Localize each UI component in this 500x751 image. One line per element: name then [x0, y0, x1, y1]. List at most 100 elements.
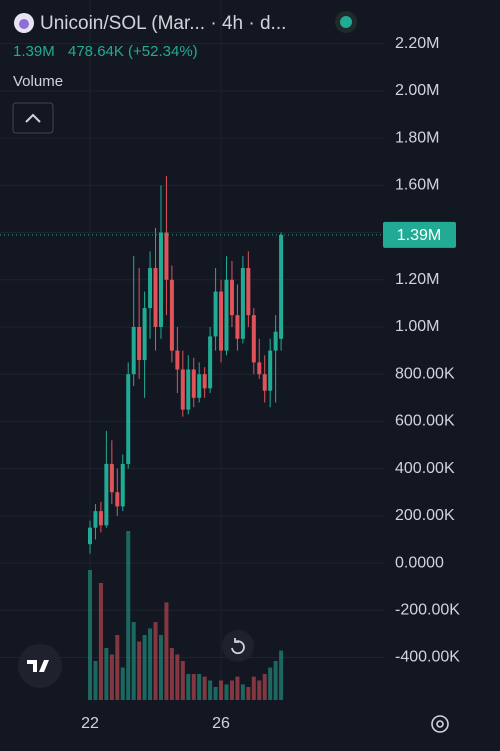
- candle-body: [273, 331, 278, 351]
- y-tick-label: 2.20M: [395, 35, 439, 52]
- volume-bar: [109, 654, 114, 700]
- x-tick-label: 22: [81, 715, 99, 732]
- candle-body: [202, 374, 207, 389]
- volume-bar: [175, 654, 180, 700]
- volume-bar: [180, 661, 185, 700]
- volume-bar: [142, 635, 147, 700]
- candle-body: [191, 369, 196, 398]
- collapse-button[interactable]: [12, 102, 54, 134]
- candle-body: [219, 291, 224, 351]
- volume-bar: [229, 680, 234, 700]
- y-tick-label: 1.20M: [395, 271, 439, 288]
- volume-bar: [158, 635, 163, 700]
- y-tick-label: 0.0000: [395, 554, 444, 571]
- volume-bar: [257, 680, 262, 700]
- volume-bar: [273, 661, 278, 700]
- volume-bar: [115, 635, 120, 700]
- candle-body: [169, 279, 174, 351]
- candle-body: [126, 374, 131, 464]
- volume-bar: [153, 622, 158, 700]
- y-tick-label: 1.80M: [395, 129, 439, 146]
- candle-body: [229, 279, 234, 316]
- volume-bar: [98, 583, 103, 700]
- y-tick-label: 200.00K: [395, 507, 455, 524]
- settings-button[interactable]: [431, 715, 449, 733]
- volume-bar: [224, 684, 229, 700]
- volume-bar: [169, 648, 174, 700]
- status-dot: [340, 16, 352, 28]
- change: 478.64K (+52.34%): [68, 43, 198, 60]
- volume-label: Volume: [13, 73, 63, 90]
- candle-body: [235, 315, 240, 339]
- y-tick-label: 1.60M: [395, 177, 439, 194]
- logo-mark: [27, 660, 49, 672]
- plot: 2.20M2.00M1.80M1.60M1.40M1.20M1.00M800.0…: [0, 0, 460, 732]
- coin-icon-inner: [19, 19, 29, 29]
- candle-body: [148, 267, 153, 309]
- volume-bar: [197, 674, 202, 700]
- candle-body: [262, 374, 267, 391]
- candle-body: [158, 232, 163, 327]
- y-tick-label: 600.00K: [395, 413, 455, 430]
- candle-body: [268, 350, 273, 391]
- volume-bar: [208, 680, 213, 700]
- volume-bar: [240, 684, 245, 700]
- volume-bar: [251, 676, 256, 700]
- y-tick-label: -200.00K: [395, 602, 460, 619]
- candle-body: [120, 463, 125, 507]
- volume-bar: [186, 674, 191, 700]
- candle-body: [208, 336, 213, 389]
- volume-bar: [131, 622, 136, 700]
- candle-body: [115, 492, 120, 507]
- volume-bar: [191, 674, 196, 700]
- last-price-label: 1.39M: [397, 227, 441, 244]
- candle-body: [164, 232, 169, 280]
- volume-bar: [279, 650, 284, 700]
- volume-bar: [120, 667, 125, 700]
- volume-bar: [164, 602, 169, 700]
- candle-body: [240, 267, 245, 339]
- candle-body: [279, 234, 284, 339]
- volume-bar: [126, 531, 131, 700]
- volume-bar: [246, 687, 251, 700]
- volume-bar: [219, 680, 224, 700]
- candle-body: [109, 463, 114, 493]
- volume-bar: [202, 676, 207, 700]
- candle-body: [153, 267, 158, 327]
- candle-body: [175, 350, 180, 370]
- candle-body: [98, 511, 103, 526]
- y-tick-label: -400.00K: [395, 649, 460, 666]
- volume-bar: [148, 628, 153, 700]
- logo: [18, 644, 62, 688]
- x-tick-label: 26: [212, 715, 230, 732]
- candle-body: [104, 463, 109, 526]
- reset-button[interactable]: [222, 630, 254, 662]
- candle-body: [131, 326, 136, 375]
- volume-bar: [213, 687, 218, 700]
- volume-bar: [268, 667, 273, 700]
- candle-body: [137, 326, 142, 361]
- candle-body: [186, 369, 191, 410]
- candle-body: [197, 374, 202, 398]
- candle-body: [251, 315, 256, 363]
- volume-bar: [137, 641, 142, 700]
- candle-body: [93, 511, 98, 528]
- volume-bar: [93, 661, 98, 700]
- collapse-icon: [25, 113, 41, 123]
- candle-body: [213, 291, 218, 337]
- last-price-box: [383, 221, 456, 248]
- volume-bar: [104, 648, 109, 700]
- candle-body: [246, 267, 251, 316]
- candle-body: [224, 279, 229, 351]
- volume-bar: [88, 570, 92, 700]
- candle-body: [180, 369, 185, 410]
- price: 1.39M: [13, 43, 55, 60]
- y-tick-label: 800.00K: [395, 365, 455, 382]
- reset-icon: [231, 638, 245, 655]
- candle-body: [257, 362, 262, 375]
- y-tick-label: 400.00K: [395, 460, 455, 477]
- volume-bar: [235, 676, 240, 700]
- volume-bar: [262, 674, 267, 700]
